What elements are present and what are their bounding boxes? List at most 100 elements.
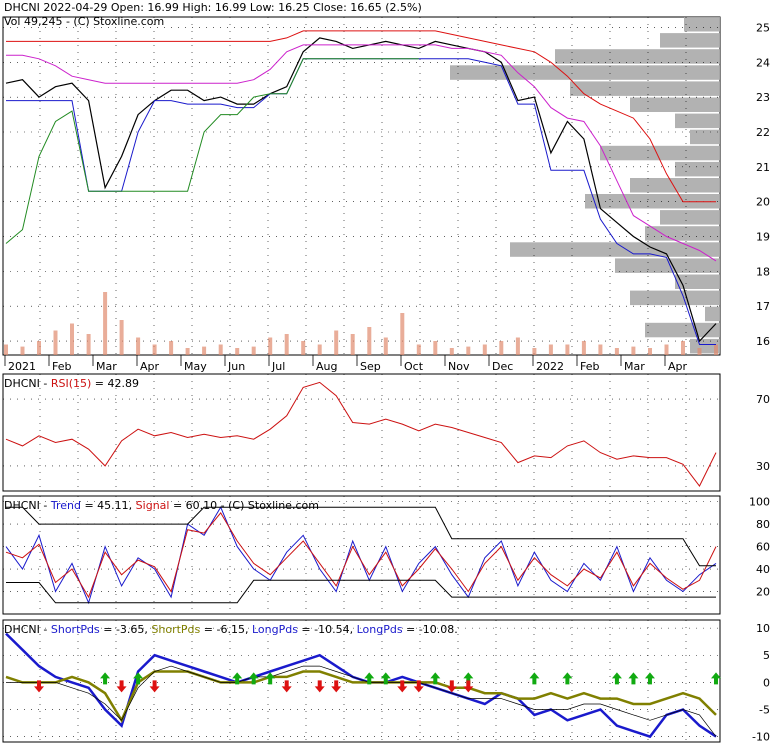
volume-profile-bar	[630, 178, 720, 193]
volume-bar	[548, 344, 553, 355]
up-arrow-icon	[644, 672, 655, 685]
legend-prefix: DHCNI -	[4, 623, 51, 636]
volume-bar	[185, 348, 190, 355]
volume-bar	[482, 344, 487, 355]
volume-profile-bar	[645, 226, 720, 241]
y-tick-label: 18	[756, 265, 770, 278]
volume-bar	[169, 341, 174, 355]
down-arrow-icon	[463, 680, 474, 693]
trend-legend-name: Trend	[50, 499, 81, 512]
price-line	[5, 37, 717, 343]
x-tick-label: Dec	[492, 360, 513, 373]
x-tick-label: Apr	[140, 360, 160, 373]
volume-bar	[532, 348, 537, 355]
volume-bar	[103, 292, 108, 355]
ma-slow-line	[6, 44, 717, 262]
y-tick-label: 20	[756, 586, 770, 599]
down-arrow-icon	[34, 680, 45, 693]
volume-bar	[367, 327, 372, 355]
volume-bar	[614, 348, 619, 355]
volume-bar	[648, 348, 652, 355]
y-tick-label: 80	[756, 518, 770, 531]
legend-prefix: DHCNI -	[4, 499, 51, 512]
y-tick-label: 21	[756, 161, 770, 174]
volume-profile-bar	[600, 145, 720, 161]
volume-bar	[317, 344, 322, 355]
volume-profile-bar	[660, 33, 720, 48]
lower-band-line	[6, 579, 716, 604]
volume-bar	[400, 313, 405, 355]
up-arrow-icon	[562, 672, 573, 685]
up-arrow-icon	[380, 672, 391, 685]
y-tick-label: 24	[756, 56, 770, 69]
down-arrow-icon	[149, 680, 160, 693]
volume-bar	[714, 344, 718, 355]
up-arrow-icon	[364, 672, 375, 685]
volume-profile-bar	[690, 129, 720, 145]
volume-profile-bar	[570, 81, 720, 96]
rsi-line	[5, 381, 717, 487]
volume-profile-bar	[585, 194, 720, 209]
y-tick-label: 30	[756, 460, 770, 473]
y-tick-label: 19	[756, 231, 770, 244]
up-arrow-icon	[430, 672, 441, 685]
legend-suffix: - (C) Stoxline.com	[217, 499, 319, 512]
y-tick-label: 60	[756, 541, 770, 554]
y-tick-label: 25	[756, 21, 770, 34]
x-tick-label: Nov	[448, 360, 470, 373]
header-line2: Vol 49,245 - (C) Stoxline.com	[4, 15, 164, 28]
up-arrow-icon	[463, 672, 474, 685]
shortpds-slow-line	[5, 670, 717, 724]
volume-profile-bar	[675, 113, 720, 129]
volume-bar	[70, 323, 74, 355]
panel-frame	[2, 373, 721, 492]
pds-s2-value: = -6.15,	[200, 623, 252, 636]
y-tick-label: 10	[756, 622, 770, 635]
shortpds-fast-line	[5, 632, 717, 739]
x-tick-label: Sep	[360, 360, 381, 373]
volume-profile-bar	[615, 258, 720, 273]
rsi-layer: 30 70	[3, 374, 770, 491]
up-arrow-icon	[100, 672, 111, 685]
volume-bar	[251, 346, 256, 355]
volume-profile-bar	[675, 274, 720, 289]
trend-legend-value: = 45.11,	[81, 499, 136, 512]
signal-line	[5, 512, 717, 599]
panel-trend: 20 40 60 80 100 DHCNI - Trend = 45.11, Signa…	[2, 495, 770, 615]
x-tick-label: Feb	[52, 360, 71, 373]
volume-bar	[565, 344, 570, 355]
up-arrow-icon	[265, 672, 276, 685]
panel-rsi: 30 70 DHCNI - RSI(15) = 42.89	[2, 373, 770, 492]
volume-bar	[119, 320, 124, 355]
volume-bar	[598, 344, 603, 355]
y-tick-label: 70	[756, 393, 770, 406]
up-arrow-icon	[711, 672, 721, 685]
x-tick-label: Mar	[96, 360, 117, 373]
up-arrow-icon	[529, 672, 540, 685]
volume-bar	[664, 344, 669, 355]
down-arrow-icon	[331, 680, 342, 693]
ma-long-line	[6, 30, 716, 203]
ma-mid-line	[5, 58, 419, 244]
volume-profile-bar	[645, 322, 720, 338]
volume-bar	[268, 337, 273, 355]
y-tick-label: 16	[756, 335, 770, 348]
pds-s1-name: ShortPds	[51, 623, 100, 636]
y-tick-label: 23	[756, 91, 770, 104]
x-tick-label: 2022	[536, 360, 564, 373]
volume-bar	[235, 348, 240, 355]
volume-bar	[301, 341, 306, 355]
volume-profile-bar	[660, 210, 720, 225]
volume-bar	[37, 341, 41, 355]
y-tick-label: 0	[763, 676, 770, 689]
pds-s1-value: = -3.65,	[100, 623, 152, 636]
volume-bar	[53, 330, 58, 355]
down-arrow-icon	[397, 680, 408, 693]
down-arrow-icon	[413, 680, 424, 693]
trend-legend: DHCNI - Trend = 45.11, Signal = 60.10 - …	[4, 499, 319, 512]
pds-legend: DHCNI - ShortPds = -3.65, ShortPds = -6.…	[4, 623, 458, 636]
volume-bar	[334, 330, 339, 355]
volume-profile-bar	[450, 65, 720, 80]
down-arrow-icon	[446, 680, 457, 693]
